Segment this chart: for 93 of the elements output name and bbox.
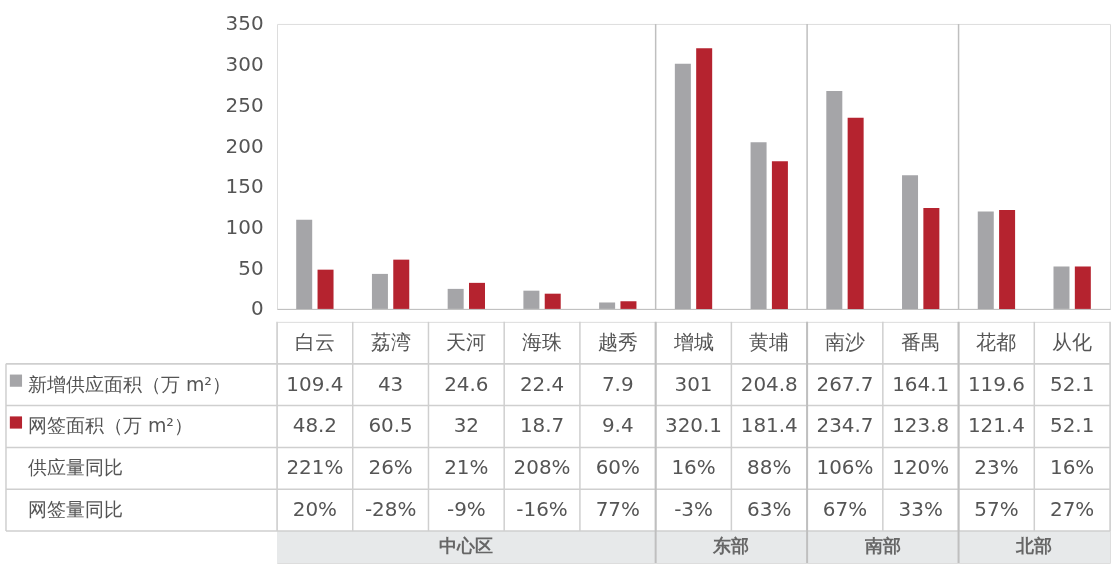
text: 供应量同比 (27, 456, 123, 479)
bar (317, 269, 334, 309)
text: 63% (747, 498, 792, 522)
x-tick-label: 从化 (1052, 330, 1093, 354)
bar (750, 142, 767, 309)
text: 26% (368, 456, 413, 480)
bar (1074, 266, 1091, 309)
text: 北部 (1015, 535, 1053, 557)
data-label: 121.4 (967, 414, 1025, 438)
bar (977, 211, 994, 309)
text: 60% (595, 456, 640, 480)
text: 77% (595, 498, 640, 522)
x-tick-label: 花都 (976, 330, 1017, 354)
data-label: 48.2 (292, 414, 338, 438)
x-tick-label: 天河 (446, 330, 487, 354)
bar (296, 219, 313, 309)
bar (999, 210, 1016, 309)
x-tick-label: 南沙 (824, 330, 865, 354)
y-tick-label: 100 (225, 215, 264, 239)
data-label: 109.4 (286, 372, 344, 396)
bar (1053, 266, 1070, 309)
bar (902, 175, 919, 309)
legend-label: 网签面积（万 m²） (27, 414, 193, 437)
data-label: 301 (674, 372, 713, 396)
data-label: 119.6 (967, 372, 1025, 396)
data-label: 18.7 (519, 414, 565, 438)
text: 106% (816, 456, 874, 480)
bar (544, 293, 561, 309)
data-label: 267.7 (816, 372, 874, 396)
data-label: 22.4 (519, 372, 565, 396)
data-label: 32 (453, 414, 479, 438)
text: 网签量同比 (27, 498, 123, 521)
bar (393, 259, 410, 309)
y-tick-label: 300 (225, 53, 264, 77)
data-label: 320.1 (665, 414, 723, 438)
x-tick-label: 增城 (672, 330, 714, 354)
data-label: 123.8 (892, 414, 950, 438)
bar (826, 90, 843, 309)
x-tick-label: 番禺 (900, 330, 941, 354)
bar (469, 282, 485, 309)
y-tick-label: 0 (250, 297, 264, 321)
data-label: 43 (377, 372, 404, 396)
text: 33% (898, 498, 943, 522)
text: 23% (974, 456, 1019, 480)
text: 88% (747, 456, 792, 480)
text: 57% (974, 498, 1019, 522)
text: -16% (516, 498, 568, 522)
data-label: 9.4 (601, 414, 634, 438)
text: 16% (1050, 456, 1095, 480)
text: 20% (292, 498, 337, 522)
text: 27% (1050, 498, 1095, 522)
bar (599, 302, 616, 309)
bar (447, 288, 464, 309)
x-tick-label: 黄埔 (749, 330, 790, 354)
bar (620, 301, 637, 309)
text: 221% (286, 456, 344, 480)
text: 南部 (863, 535, 901, 557)
data-label: 60.5 (368, 414, 413, 438)
text: 16% (671, 456, 716, 480)
data-label: 164.1 (892, 372, 950, 396)
y-tick-label: 200 (225, 134, 264, 158)
bar (847, 117, 864, 309)
bar (674, 63, 691, 309)
y-tick-label: 50 (238, 256, 264, 280)
data-label: 24.6 (444, 372, 489, 396)
text: -9% (446, 498, 486, 522)
bar (696, 48, 713, 309)
x-tick-label: 荔湾 (370, 330, 411, 354)
y-tick-label: 350 (225, 12, 264, 36)
data-label: 204.8 (740, 372, 798, 396)
text: 208% (513, 456, 571, 480)
legend-label: 新增供应面积（万 m²） (27, 372, 231, 395)
y-tick-label: 250 (225, 93, 264, 117)
data-label: 52.1 (1049, 372, 1095, 396)
text: 中心区 (439, 535, 494, 557)
data-label: 52.1 (1049, 414, 1095, 438)
x-tick-label: 海珠 (522, 330, 563, 354)
data-label: 181.4 (740, 414, 798, 438)
text: 120% (892, 456, 950, 480)
y-tick-label: 150 (225, 175, 264, 199)
x-tick-label: 越秀 (597, 330, 638, 354)
data-label: 7.9 (601, 372, 634, 396)
text: -3% (674, 498, 713, 522)
bar (523, 290, 540, 309)
bar (923, 208, 940, 309)
data-label: 234.7 (816, 414, 874, 438)
text: 东部 (712, 535, 750, 557)
text: 21% (444, 456, 489, 480)
x-tick-label: 白云 (294, 330, 335, 354)
text: 67% (822, 498, 868, 522)
bar (771, 161, 788, 309)
bar (371, 273, 388, 309)
text: -28% (364, 498, 417, 522)
